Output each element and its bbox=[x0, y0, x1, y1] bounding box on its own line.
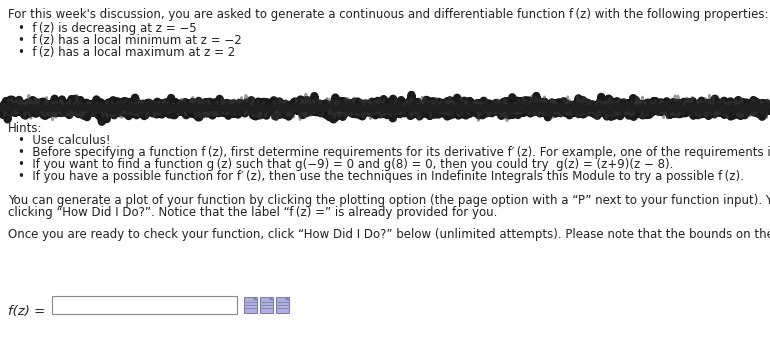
FancyBboxPatch shape bbox=[244, 297, 257, 313]
Text: •  Use calculus!: • Use calculus! bbox=[18, 134, 111, 147]
Text: •  f (z) has a local minimum at z = −2: • f (z) has a local minimum at z = −2 bbox=[18, 34, 242, 47]
Text: clicking “How Did I Do?”. Notice that the label “f (z) =” is already provided fo: clicking “How Did I Do?”. Notice that th… bbox=[8, 206, 497, 219]
Text: f(z) =: f(z) = bbox=[8, 305, 45, 318]
Polygon shape bbox=[270, 297, 273, 300]
Polygon shape bbox=[286, 297, 289, 300]
Text: •  Before specifying a function f (z), first determine requirements for its deri: • Before specifying a function f (z), fi… bbox=[18, 146, 770, 159]
FancyBboxPatch shape bbox=[276, 297, 289, 313]
Text: •  f (z) is decreasing at z = −5: • f (z) is decreasing at z = −5 bbox=[18, 22, 196, 35]
FancyBboxPatch shape bbox=[52, 296, 237, 314]
Text: Once you are ready to check your function, click “How Did I Do?” below (unlimite: Once you are ready to check your functio… bbox=[8, 228, 770, 241]
FancyBboxPatch shape bbox=[260, 297, 273, 313]
Text: •  f (z) has a local maximum at z = 2: • f (z) has a local maximum at z = 2 bbox=[18, 46, 236, 59]
Text: You can generate a plot of your function by clicking the plotting option (the pa: You can generate a plot of your function… bbox=[8, 194, 770, 207]
Text: For this week's discussion, you are asked to generate a continuous and different: For this week's discussion, you are aske… bbox=[8, 8, 768, 21]
Polygon shape bbox=[254, 297, 257, 300]
Text: •  If you have a possible function for f′ (z), then use the techniques in Indefi: • If you have a possible function for f′… bbox=[18, 170, 744, 183]
Text: •  If you want to find a function g (z) such that g(−9) = 0 and g(8) = 0, then y: • If you want to find a function g (z) s… bbox=[18, 158, 674, 171]
Text: Hints:: Hints: bbox=[8, 122, 42, 135]
